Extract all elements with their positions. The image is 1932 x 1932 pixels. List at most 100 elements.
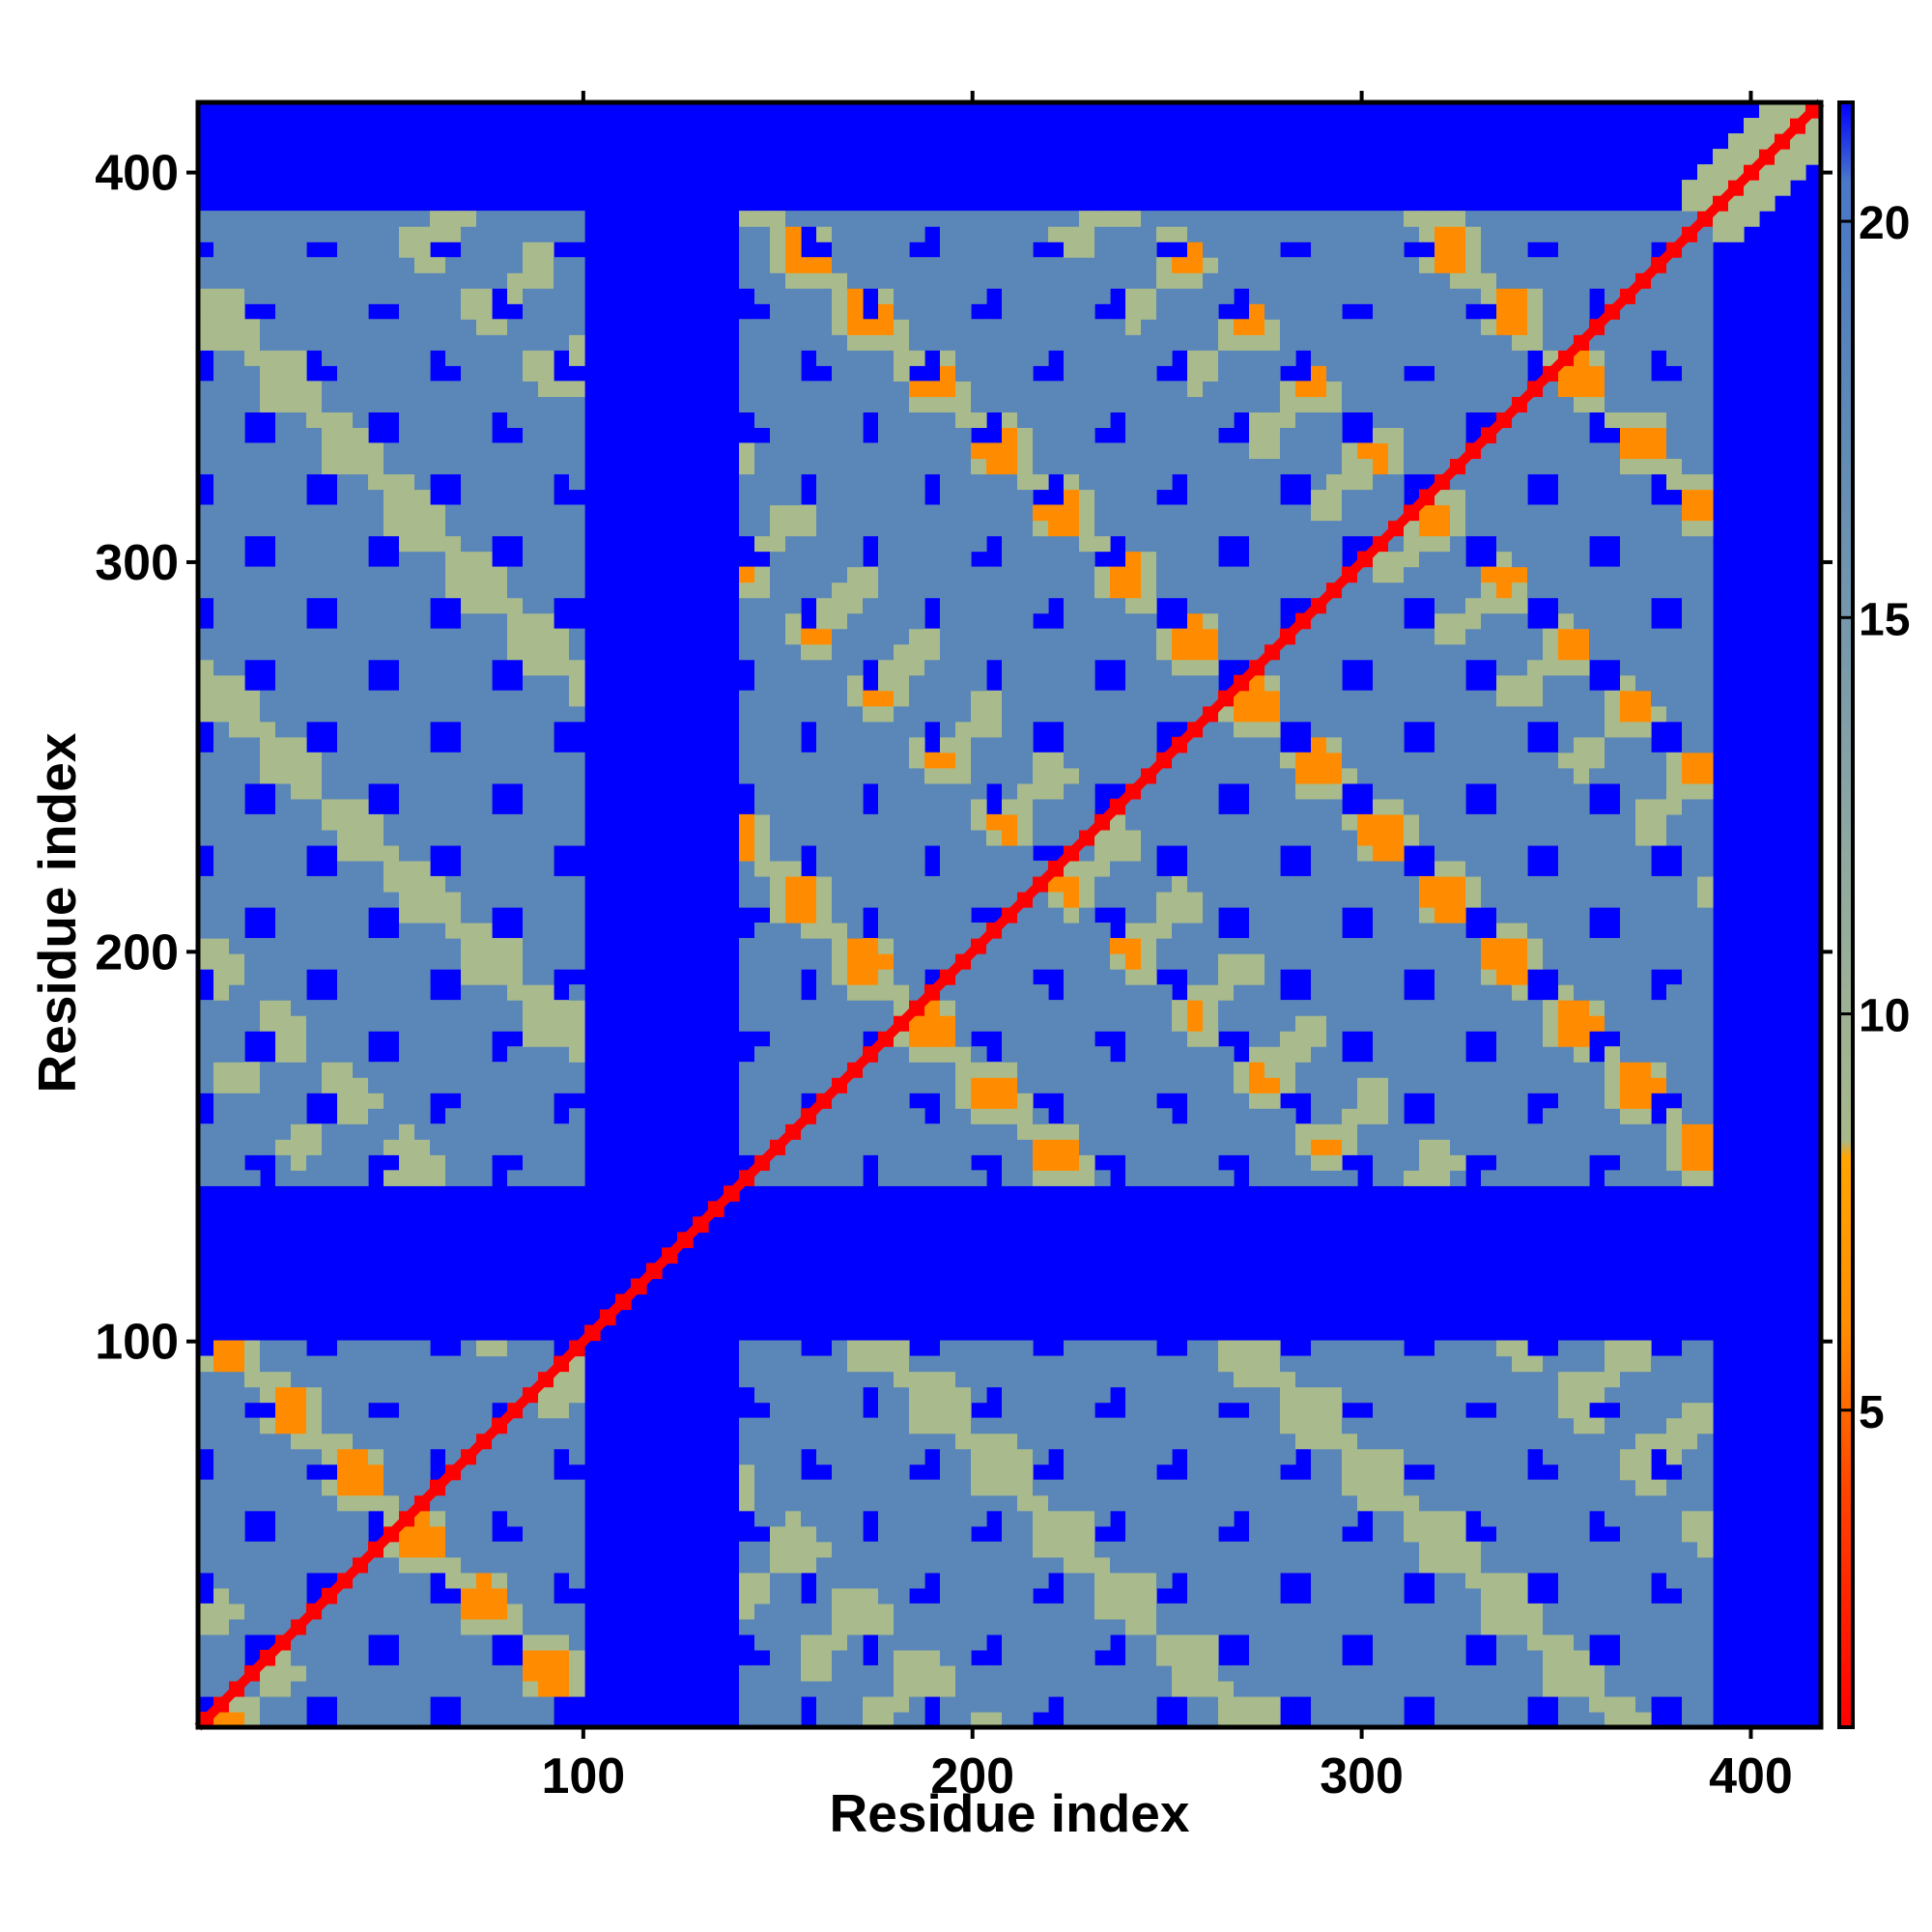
heatmap-cell bbox=[1249, 1711, 1265, 1728]
heatmap-cell bbox=[1264, 1463, 1281, 1481]
heatmap-cell bbox=[476, 473, 493, 491]
heatmap-cell bbox=[507, 226, 524, 242]
heatmap-cell bbox=[1079, 1510, 1095, 1527]
heatmap-cell bbox=[291, 736, 307, 753]
heatmap-cell bbox=[1002, 1510, 1018, 1527]
heatmap-cell bbox=[476, 1618, 493, 1635]
heatmap-cell bbox=[816, 798, 833, 815]
heatmap-cell bbox=[1002, 504, 1018, 522]
heatmap-cell bbox=[399, 628, 415, 645]
heatmap-cell bbox=[785, 1556, 802, 1574]
heatmap-cell bbox=[399, 1494, 415, 1512]
heatmap-cell bbox=[878, 1139, 895, 1155]
heatmap-cell bbox=[1172, 334, 1188, 351]
heatmap-cell bbox=[754, 643, 771, 661]
heatmap-cell bbox=[1079, 242, 1095, 258]
heatmap-cell bbox=[1141, 442, 1157, 460]
heatmap-cell bbox=[1079, 1556, 1095, 1574]
heatmap-cell bbox=[1002, 1680, 1018, 1697]
heatmap-cell bbox=[322, 1062, 338, 1078]
heatmap-cell bbox=[754, 798, 771, 815]
heatmap-cell bbox=[894, 1108, 910, 1124]
heatmap-cell bbox=[1141, 504, 1157, 522]
heatmap-cell bbox=[1234, 1433, 1250, 1450]
heatmap-cell bbox=[847, 1046, 864, 1063]
heatmap-cell bbox=[1141, 782, 1157, 800]
heatmap-cell bbox=[1094, 458, 1111, 475]
heatmap-cell bbox=[816, 566, 833, 583]
heatmap-cell bbox=[1064, 1680, 1080, 1697]
heatmap-cell bbox=[1064, 674, 1080, 692]
heatmap-cell bbox=[384, 1587, 400, 1605]
heatmap-cell bbox=[1002, 1603, 1018, 1620]
heatmap-cell bbox=[476, 1402, 493, 1419]
heatmap-cell bbox=[384, 1000, 400, 1016]
heatmap-cell bbox=[739, 767, 755, 784]
heatmap-cell bbox=[1203, 365, 1219, 382]
heatmap-cell bbox=[1064, 1649, 1080, 1666]
heatmap-cell bbox=[1064, 1000, 1080, 1016]
heatmap-cell bbox=[461, 350, 477, 366]
heatmap-cell bbox=[924, 829, 941, 846]
heatmap-cell bbox=[1125, 1062, 1142, 1078]
heatmap-cell bbox=[538, 844, 554, 862]
heatmap-cell bbox=[1249, 1433, 1265, 1450]
heatmap-cell bbox=[507, 1139, 524, 1155]
heatmap-cell bbox=[306, 705, 323, 723]
heatmap-cell bbox=[353, 736, 369, 753]
heatmap-cell bbox=[476, 1062, 493, 1078]
heatmap-cell bbox=[816, 1618, 833, 1635]
heatmap-cell bbox=[894, 1402, 910, 1419]
heatmap-cell bbox=[414, 365, 431, 382]
heatmap-cell bbox=[399, 319, 415, 335]
heatmap-cell bbox=[1017, 690, 1034, 707]
heatmap-cell bbox=[1187, 643, 1204, 661]
heatmap-cell bbox=[229, 365, 245, 382]
heatmap-cell bbox=[1234, 520, 1250, 537]
heatmap-cell bbox=[554, 1000, 570, 1016]
heatmap-cell bbox=[337, 906, 354, 923]
heatmap-cell bbox=[1017, 923, 1034, 939]
heatmap-cell bbox=[1187, 1618, 1204, 1635]
heatmap-cell bbox=[445, 1680, 462, 1697]
heatmap-cell bbox=[785, 566, 802, 583]
heatmap-cell bbox=[1311, 690, 1327, 707]
heatmap-cell bbox=[770, 1355, 786, 1373]
heatmap-cell bbox=[1017, 1062, 1034, 1078]
heatmap-cell bbox=[244, 860, 261, 877]
heatmap-cell bbox=[414, 412, 431, 428]
heatmap-cell bbox=[1311, 489, 1327, 506]
heatmap-cell bbox=[863, 458, 879, 475]
heatmap-cell bbox=[863, 1093, 879, 1109]
heatmap-cell bbox=[1187, 1000, 1204, 1016]
heatmap-cell bbox=[971, 721, 987, 738]
heatmap-cell bbox=[229, 875, 245, 893]
heatmap-cell bbox=[275, 736, 292, 753]
heatmap-cell bbox=[894, 829, 910, 846]
heatmap-cell bbox=[894, 1433, 910, 1450]
heatmap-cell bbox=[1002, 1093, 1018, 1109]
heatmap-cell bbox=[863, 736, 879, 753]
heatmap-cell bbox=[832, 829, 848, 846]
heatmap-cell bbox=[1280, 1062, 1296, 1078]
heatmap-cell bbox=[554, 1541, 570, 1558]
heatmap-cell bbox=[260, 334, 276, 351]
heatmap-cell bbox=[1172, 643, 1188, 661]
heatmap-cell bbox=[291, 721, 307, 738]
heatmap-cell bbox=[1249, 1634, 1265, 1651]
heatmap-cell bbox=[1234, 1618, 1250, 1635]
heatmap-cell bbox=[337, 860, 354, 877]
heatmap-cell bbox=[878, 1046, 895, 1063]
heatmap-cell bbox=[260, 1340, 276, 1357]
heatmap-cell bbox=[1094, 1170, 1111, 1186]
heatmap-cell bbox=[1249, 211, 1265, 227]
heatmap-cell bbox=[507, 242, 524, 258]
heatmap-cell bbox=[1017, 875, 1034, 893]
heatmap-cell bbox=[275, 427, 292, 444]
heatmap-cell bbox=[816, 412, 833, 428]
heatmap-cell bbox=[816, 1170, 833, 1186]
heatmap-cell bbox=[414, 1556, 431, 1574]
heatmap-cell bbox=[430, 272, 446, 289]
heatmap-cell bbox=[430, 829, 446, 846]
heatmap-cell bbox=[785, 288, 802, 304]
